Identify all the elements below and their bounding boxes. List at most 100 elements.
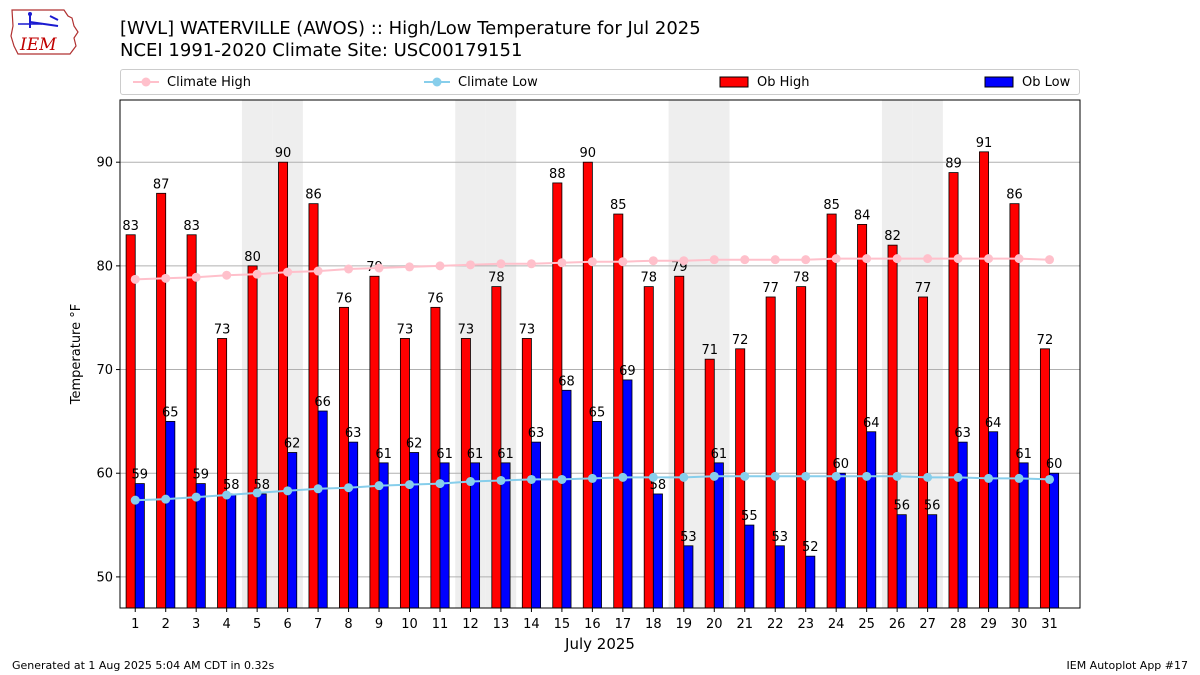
ob-low-bar [957,441,968,609]
climate-low-point [984,473,994,483]
ob-high-bar [521,338,532,609]
ob-high-bar [918,296,929,609]
ob-high-value-label: 77 [762,281,779,296]
ob-high-bar [217,338,228,609]
ob-low-bar [774,545,785,609]
ob-high-bar [948,172,959,609]
ob-low-value-label: 62 [406,436,423,451]
x-tick-label: 20 [706,617,723,632]
climate-low-point [1014,473,1024,483]
ob-high-bar [674,275,685,609]
climate-high-point [801,255,811,265]
ob-high-bar [796,286,807,609]
ob-low-bar [531,441,541,609]
ob-high-bar [979,151,989,609]
ob-high-bar [643,286,654,609]
climate-low-point [252,488,262,498]
ob-high-value-label: 85 [823,198,840,213]
x-tick-label: 7 [314,617,322,632]
climate-high-point [313,266,323,276]
x-tick-label: 31 [1041,617,1058,632]
x-tick-label: 11 [432,617,449,632]
climate-high-point [648,256,658,266]
ob-high-value-label: 89 [945,157,962,172]
ob-high-bar [552,182,563,609]
x-tick-label: 29 [980,617,997,632]
climate-high-point [465,260,475,270]
ob-low-bar [683,545,694,609]
x-tick-label: 30 [1011,617,1028,632]
climate-high-point [496,259,506,269]
ob-high-value-label: 73 [397,322,414,337]
x-tick-label: 18 [645,617,662,632]
legend-ob-high-label: Ob High [757,74,810,90]
ob-low-bar [988,431,999,609]
climate-high-point [953,254,963,264]
ob-high-bar [125,234,136,609]
climate-low-point [679,472,689,482]
x-tick-label: 4 [223,617,231,632]
climate-high-point [923,254,933,264]
x-tick-label: 6 [283,617,291,632]
ob-low-bar [256,493,267,609]
legend-ob-high-swatch [719,76,749,88]
ob-low-bar [226,493,237,609]
ob-high-value-label: 73 [458,322,475,337]
climate-high-point [770,255,780,265]
ob-high-value-label: 76 [336,291,353,306]
ob-low-bar [835,472,846,609]
ob-low-bar [317,410,328,609]
ob-high-value-label: 71 [701,343,718,358]
x-tick-label: 17 [615,617,632,632]
climate-high-point [557,258,567,268]
ob-high-value-label: 78 [488,271,505,286]
climate-high-point [344,264,354,274]
legend-climate-high-marker [133,77,159,87]
ob-high-value-label: 86 [1006,188,1023,203]
climate-low-point [496,475,506,485]
ob-low-bar [561,389,572,609]
climate-low-point [222,490,232,500]
ob-low-bar [713,462,724,609]
climate-high-point [283,267,293,277]
legend-ob-high: Ob High [719,70,810,94]
climate-low-point [526,474,536,484]
legend-climate-low: Climate Low [424,70,538,94]
ob-low-value-label: 64 [985,416,1002,431]
ob-high-value-label: 85 [610,198,627,213]
climate-high-point [618,257,628,267]
ob-high-value-label: 90 [580,146,597,161]
footer-generated: Generated at 1 Aug 2025 5:04 AM CDT in 0… [12,659,275,672]
x-tick-label: 10 [401,617,418,632]
ob-low-value-label: 68 [558,374,575,389]
ob-high-bar [582,161,593,609]
climate-high-point [374,263,384,273]
ob-low-bar [165,420,176,609]
climate-low-point [892,471,902,481]
x-tick-label: 13 [493,617,510,632]
climate-high-point [1014,254,1024,264]
climate-high-point [679,256,689,266]
ob-low-bar [652,493,663,609]
ob-low-bar [927,514,938,609]
ob-high-value-label: 82 [884,229,901,244]
ob-low-value-label: 63 [528,426,545,441]
climate-high-point [191,272,201,282]
legend: Climate High Climate Low Ob High Ob Low [120,69,1080,95]
climate-low-point [801,471,811,481]
climate-high-point [587,257,597,267]
ob-high-value-label: 86 [305,188,322,203]
ob-low-bar [744,524,755,609]
ob-low-value-label: 65 [589,405,606,420]
climate-low-point [161,494,171,504]
climate-high-point [222,270,232,280]
x-tick-label: 5 [253,617,261,632]
climate-low-point [405,480,415,490]
ob-low-value-label: 53 [772,530,789,545]
climate-low-point [648,472,658,482]
ob-low-bar [348,441,359,609]
chart-subtitle: NCEI 1991-2020 Climate Site: USC00179151 [120,40,523,61]
ob-low-value-label: 64 [863,416,880,431]
climate-high-point [892,254,902,264]
climate-low-point [344,483,354,493]
